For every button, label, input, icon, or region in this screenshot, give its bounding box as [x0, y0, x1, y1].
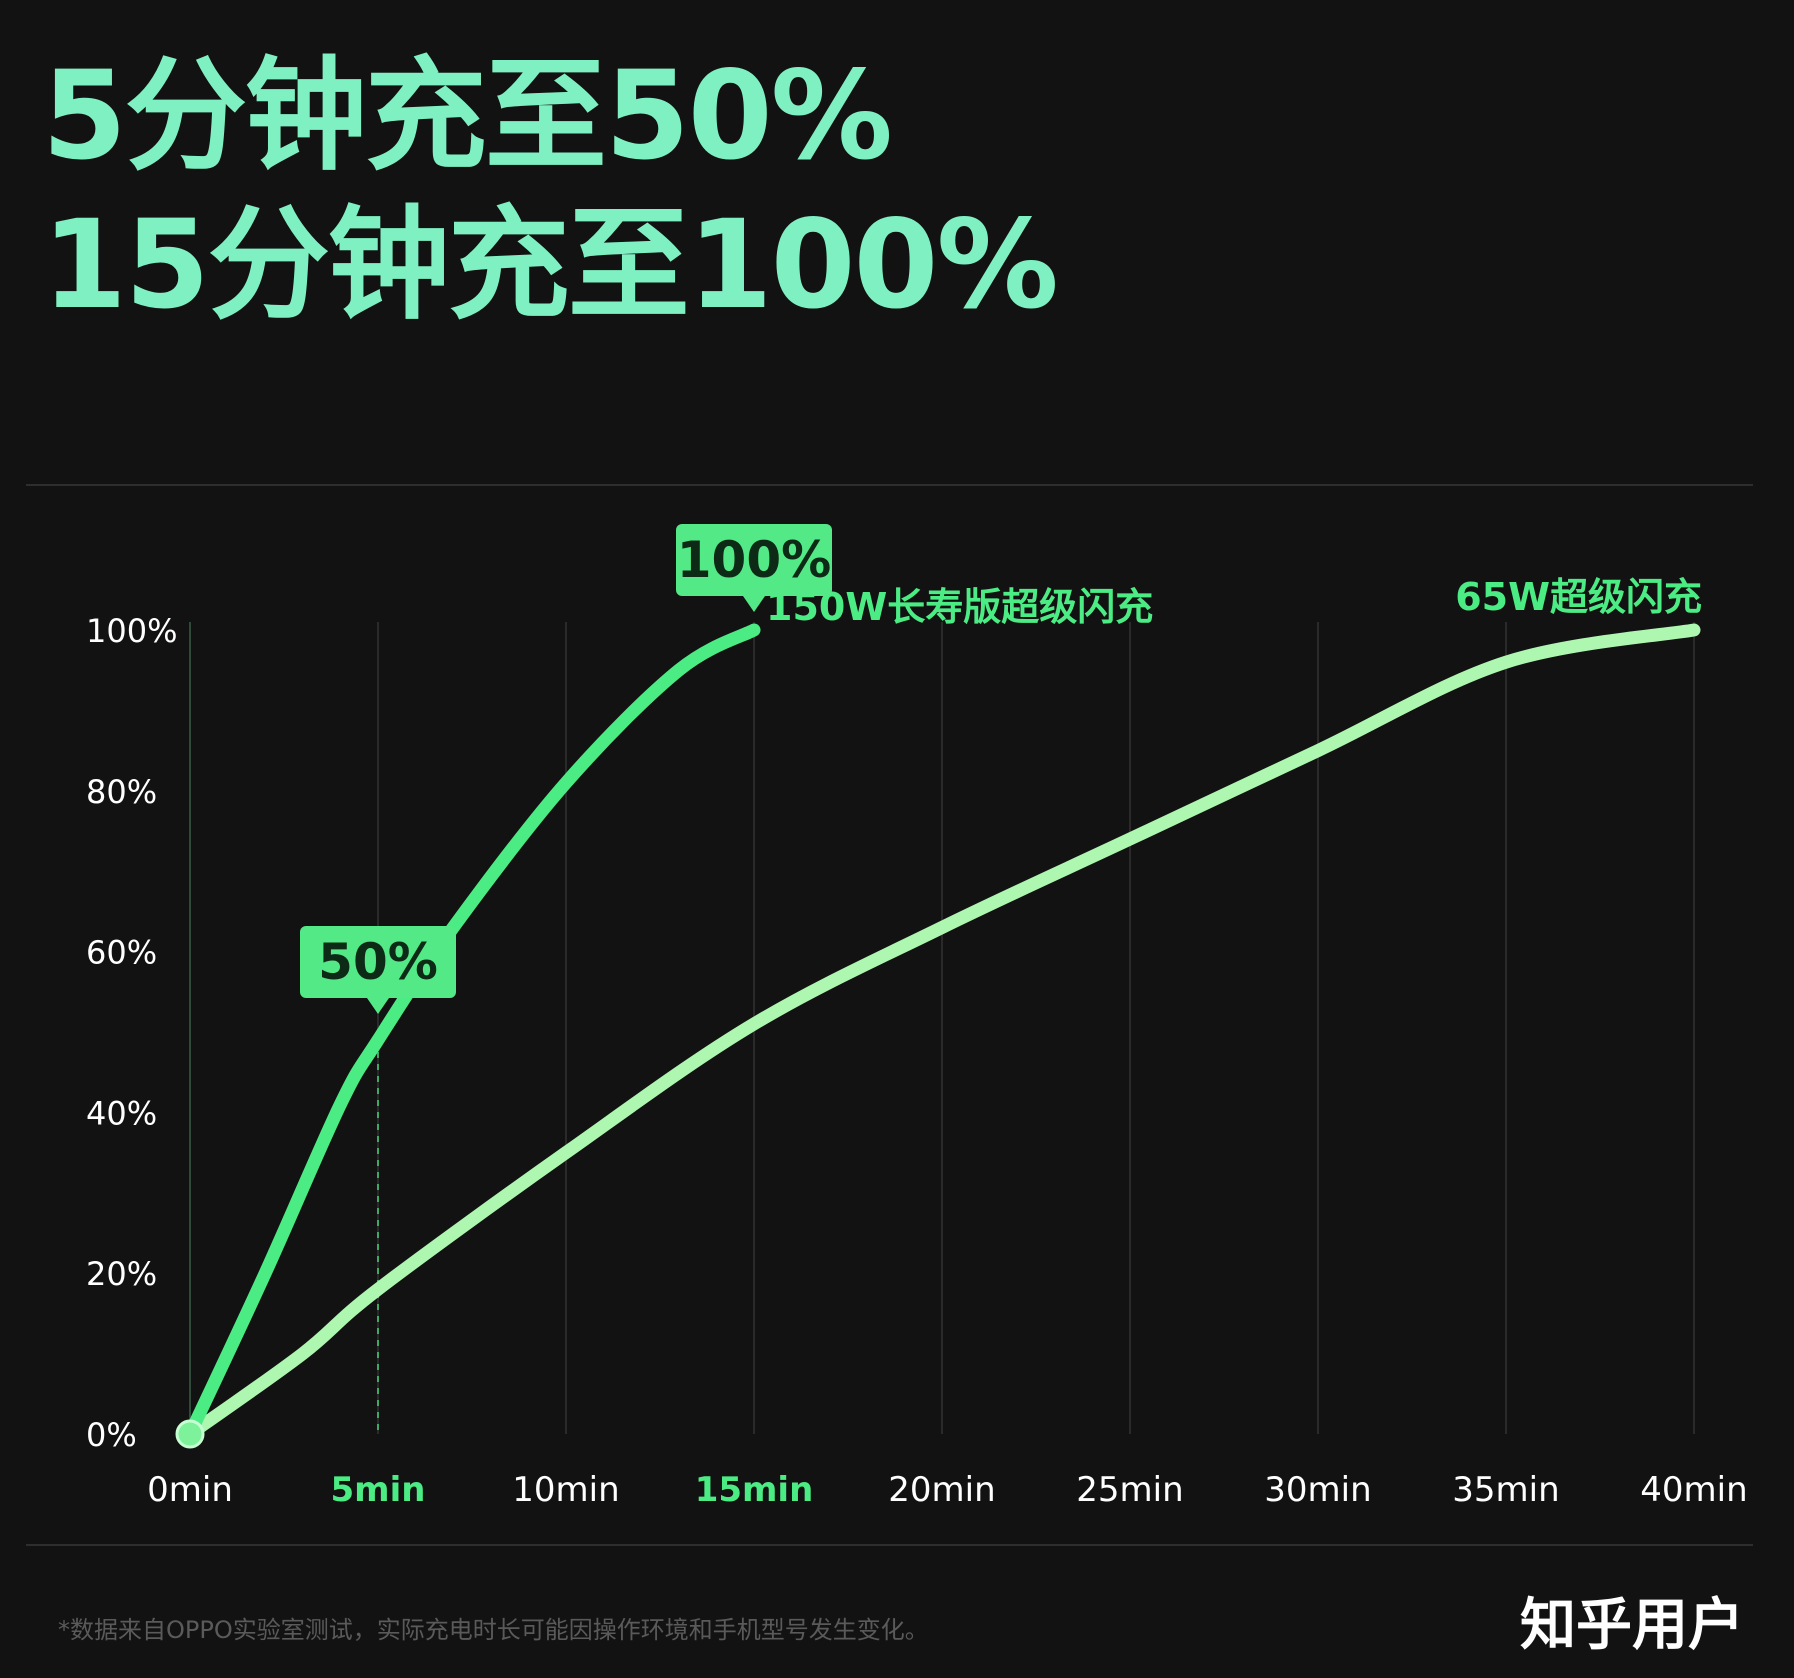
x-tick-label: 5min [331, 1470, 426, 1510]
x-tick-label: 25min [1076, 1470, 1183, 1510]
callout-50pct: 50% [300, 926, 456, 1014]
headline-line-2: 15分钟充至100% [42, 194, 1059, 336]
y-tick-label: 40% [86, 1094, 157, 1132]
callout-pointer [367, 998, 389, 1014]
callout-text: 50% [318, 933, 438, 991]
callout-text: 100% [677, 531, 831, 589]
headline-line-1: 5分钟充至50% [42, 45, 893, 187]
x-tick-label: 35min [1452, 1470, 1559, 1510]
callout-box [676, 524, 832, 596]
series-label-65w: 65W超级闪充 [1455, 575, 1702, 619]
y-tick-label: 80% [86, 773, 157, 811]
callout-layer: 50% 100% [300, 524, 832, 1014]
top-divider [26, 484, 1753, 486]
y-tick-label: 20% [86, 1255, 157, 1293]
series-line-150w [183, 623, 761, 1441]
watermark: 知乎用户 [1520, 1593, 1744, 1658]
y-tick-label: 100% [86, 612, 177, 650]
x-tick-label: 40min [1640, 1470, 1747, 1510]
callout-100pct: 100% [676, 524, 832, 612]
y-tick-label: 60% [86, 934, 157, 972]
footnote: *数据来自OPPO实验室测试，实际充电时长可能因操作环境和手机型号发生变化。 [58, 1616, 929, 1644]
label-layer: 150W长寿版超级闪充 65W超级闪充 [766, 575, 1702, 629]
series-layer [175, 623, 1701, 1449]
x-tick-label: 20min [888, 1470, 995, 1510]
x-tick-label: 30min [1264, 1470, 1371, 1510]
x-tick-layer: 0min 5min 10min 15min 20min 25min 30min 35min 40… [147, 1470, 1748, 1510]
series-line-65w [183, 623, 1701, 1441]
origin-point [175, 1419, 205, 1449]
callout-pointer [743, 596, 765, 612]
x-tick-label: 15min [695, 1470, 814, 1510]
x-tick-label: 0min [147, 1470, 233, 1510]
y-tick-layer: 0% 20% 40% 60% 80% 100% [86, 612, 177, 1454]
grid-layer [189, 622, 1695, 1434]
bottom-divider [26, 1544, 1753, 1546]
x-tick-label: 10min [512, 1470, 619, 1510]
callout-box [300, 926, 456, 998]
y-tick-label: 0% [86, 1416, 137, 1454]
